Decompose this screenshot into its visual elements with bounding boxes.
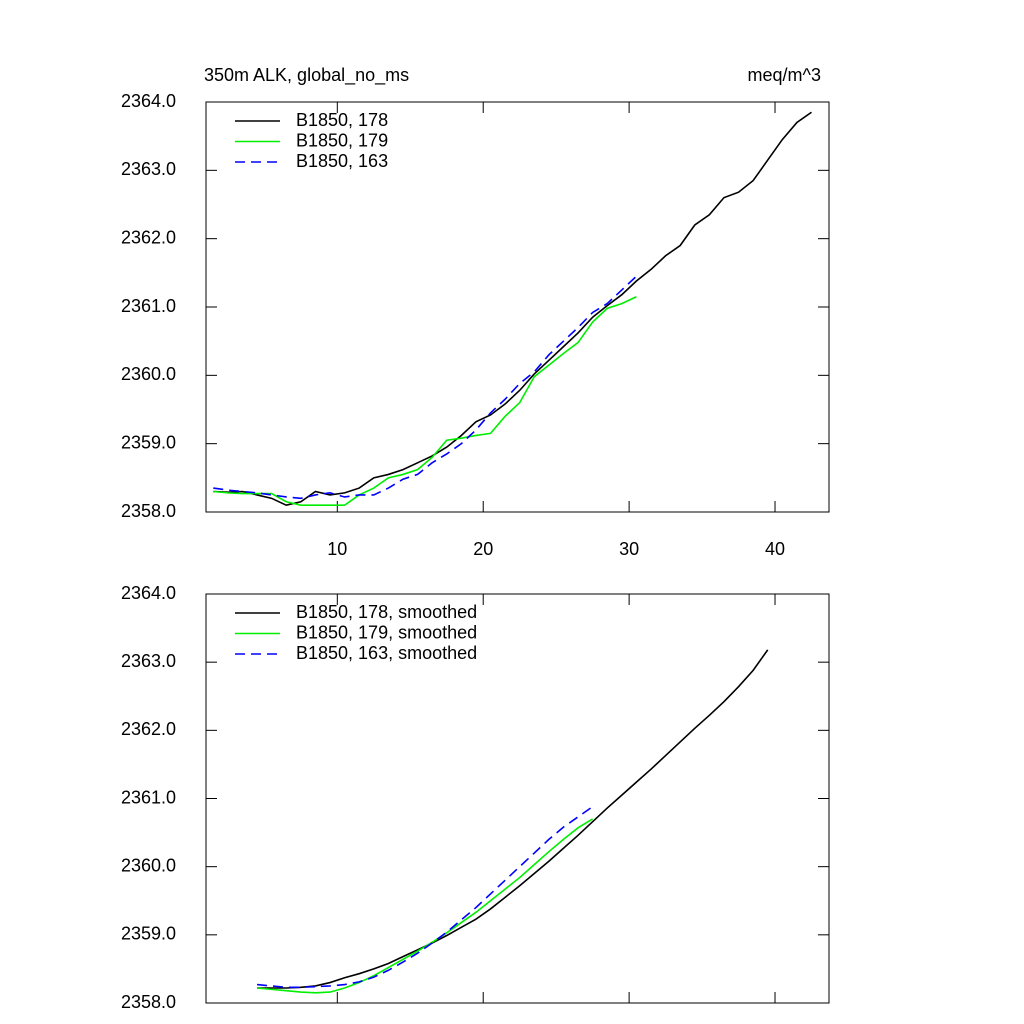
series-line xyxy=(213,111,812,507)
series-line xyxy=(256,806,594,989)
series-line xyxy=(257,649,769,989)
series-line xyxy=(256,818,594,994)
chart-title: 350m ALK, global_no_ms xyxy=(204,65,409,86)
legend-label: B1850, 178, smoothed xyxy=(296,602,477,622)
x-tick-label: 10 xyxy=(327,539,347,559)
x-tick-label: 30 xyxy=(619,539,639,559)
y-tick-label: 2359.0 xyxy=(121,924,176,944)
y-tick-label: 2359.0 xyxy=(121,432,176,452)
y-tick-label: 2364.0 xyxy=(121,91,176,111)
legend-label: B1850, 163 xyxy=(296,151,388,171)
y-tick-label: 2358.0 xyxy=(121,501,176,521)
y-tick-label: 2363.0 xyxy=(121,159,176,179)
x-tick-label: 40 xyxy=(765,539,785,559)
y-tick-label: 2360.0 xyxy=(121,855,176,875)
x-tick-label: 20 xyxy=(473,539,493,559)
y-tick-label: 2361.0 xyxy=(121,296,176,316)
legend-label: B1850, 179 xyxy=(296,130,388,150)
y-tick-label: 2361.0 xyxy=(121,787,176,807)
y-tick-label: 2363.0 xyxy=(121,651,176,671)
y-tick-label: 2364.0 xyxy=(121,583,176,603)
y-tick-label: 2360.0 xyxy=(121,364,176,384)
series-line xyxy=(213,275,637,500)
series-line xyxy=(213,296,637,506)
y-tick-label: 2362.0 xyxy=(121,227,176,247)
legend-label: B1850, 178 xyxy=(296,110,388,130)
legend-label: B1850, 163, smoothed xyxy=(296,643,477,663)
chart-units: meq/m^3 xyxy=(748,65,821,85)
y-tick-label: 2362.0 xyxy=(121,719,176,739)
y-tick-label: 2358.0 xyxy=(121,992,176,1012)
legend-label: B1850, 179, smoothed xyxy=(296,622,477,642)
